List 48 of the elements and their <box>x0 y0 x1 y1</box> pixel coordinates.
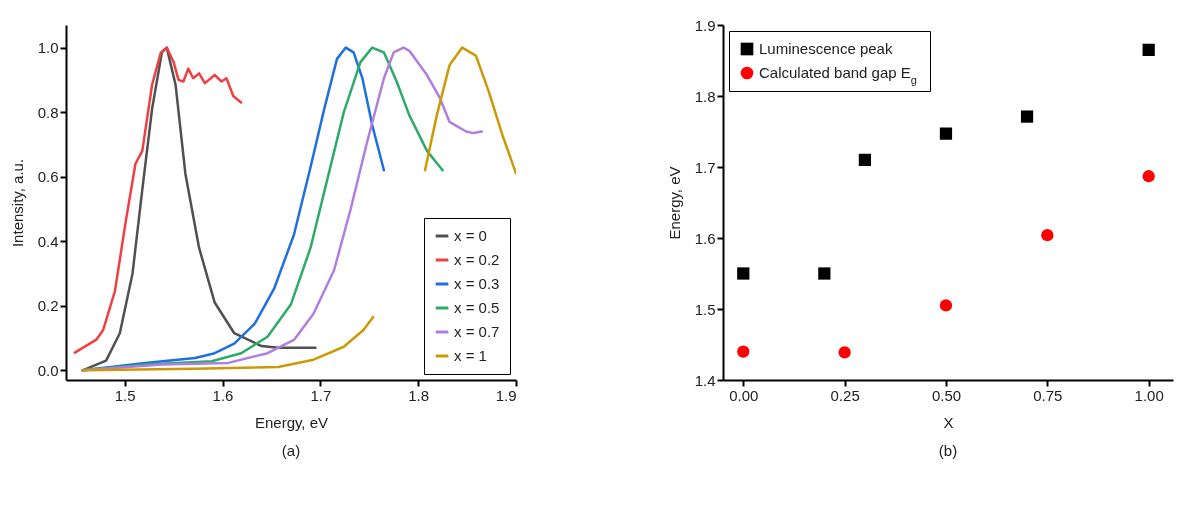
legend-label: x = 0.7 <box>454 323 500 340</box>
legend-label: x = 0 <box>454 227 487 244</box>
y-tick-label: 0.0 <box>37 361 59 379</box>
point <box>838 346 851 359</box>
x-axis-title: Energy, eV <box>254 413 329 431</box>
y-tick-label: 1.6 <box>694 229 716 247</box>
point <box>737 267 750 280</box>
text: (b) <box>938 442 958 459</box>
legend-label: x = 0.3 <box>454 275 500 292</box>
x-tick-label: 0.75 <box>1033 386 1063 404</box>
legend-label: x = 0.2 <box>454 251 500 268</box>
y-tick-label: 0.2 <box>37 297 59 315</box>
y-tick-label: 1.4 <box>694 371 716 389</box>
y-tick-label: 1.8 <box>694 87 716 105</box>
y-axis-title: Intensity, a.u. <box>8 158 26 248</box>
point <box>858 153 872 167</box>
x-tick-label: 0.25 <box>830 386 860 404</box>
y-tick-label: 1.5 <box>694 300 716 318</box>
point <box>1041 229 1054 242</box>
point <box>939 299 953 312</box>
x-tick-label: 1.8 <box>408 386 430 404</box>
point <box>737 345 750 358</box>
point <box>1020 110 1034 123</box>
x-tick-label: 1.00 <box>1134 386 1164 404</box>
x-tick-label: 1.9 <box>495 386 517 404</box>
x-tick-label: 1.6 <box>212 386 234 404</box>
legend-label: Calculated band gap E$_{g}$ <box>759 64 917 86</box>
point <box>818 267 831 280</box>
y-tick-label: 0.4 <box>37 232 59 250</box>
line-series <box>73 46 243 354</box>
y-axis-title: Energy, eV <box>665 166 683 240</box>
legend-label: Luminescence peak <box>759 40 893 57</box>
x-axis-title: X <box>943 413 954 431</box>
x-tick-label: 1.7 <box>310 386 332 404</box>
y-tick-label: 1.9 <box>694 16 716 34</box>
y-tick-label: 1.7 <box>694 158 716 176</box>
point <box>1142 170 1155 183</box>
legend-label: x = 1 <box>454 347 487 364</box>
y-tick-label: 1.0 <box>37 39 59 57</box>
point <box>1142 43 1155 56</box>
text: (a) <box>281 442 301 459</box>
point <box>939 127 953 140</box>
x-tick-label: 0.50 <box>931 386 962 404</box>
x-tick-label: 1.5 <box>114 386 136 404</box>
y-tick-label: 0.6 <box>37 168 59 186</box>
x-tick-label: 0.00 <box>729 386 759 404</box>
legend-label: x = 0.5 <box>454 299 500 316</box>
y-tick-label: 0.8 <box>37 103 59 121</box>
